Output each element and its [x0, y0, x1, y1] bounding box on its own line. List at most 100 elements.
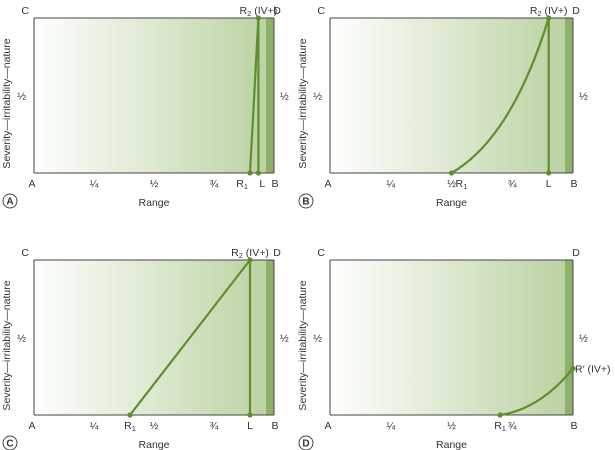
l-label: L — [259, 178, 265, 190]
x-tick-label: A — [28, 420, 35, 432]
limit-strip — [565, 260, 573, 415]
corner-label-c: C — [21, 5, 29, 17]
r2-point — [247, 257, 253, 263]
panel-badge-letter: A — [6, 197, 13, 208]
resistance-curve — [499, 367, 574, 417]
y-half-left: ½ — [17, 333, 26, 345]
r1-label-subscript: 1 — [463, 182, 467, 191]
l-label-main: L — [247, 420, 253, 432]
r1-label-main: R — [124, 420, 132, 432]
y-half-left: ½ — [17, 91, 26, 103]
corner-label-d: D — [572, 247, 580, 259]
panel-a: C D ½ ½ A ¼ ½ ¾ B Range Severity—irritability—natu… — [1, 5, 289, 209]
x-tick-label: A — [324, 178, 331, 190]
panel-badge-letter: B — [302, 197, 309, 208]
y-axis-title: Severity—irritability—nature — [1, 38, 13, 168]
y-half-left: ½ — [313, 91, 322, 103]
l-label-main: L — [546, 178, 552, 190]
x-tick-label: ¼ — [386, 420, 395, 432]
corner-label-d: D — [572, 5, 580, 17]
y-axis-title: Severity—irritability—nature — [297, 280, 309, 410]
x-axis-title: Range — [139, 439, 170, 450]
l-label: L — [247, 420, 253, 432]
panel-d: C D ½ ½ A ¼ ½ ¾ B Range Severity—irritability—natu… — [297, 247, 611, 450]
x-tick-label: ¼ — [386, 178, 395, 190]
y-axis-title: Severity—irritability—nature — [1, 280, 13, 410]
r1-label-main: R — [236, 178, 244, 190]
r2-label-suffix: (IV+) — [251, 5, 277, 17]
x-tick-label: B — [570, 178, 577, 190]
limit-strip — [266, 18, 274, 173]
x-tick-label: ¾ — [210, 178, 219, 190]
panel-c: C D ½ ½ A ¼ ½ ¾ B Range Severity—irritability—natu… — [1, 247, 289, 450]
plot-area — [330, 18, 573, 173]
x-tick-label: ¼ — [90, 178, 99, 190]
r1-point — [127, 412, 133, 418]
panel-b: C D ½ ½ A ¼ ½ ¾ B Range Severity—irritability—natu… — [297, 5, 588, 209]
r2-label: R2 (IV+) — [231, 247, 269, 260]
r2-label-main: R — [240, 5, 248, 17]
x-tick-label: ¼ — [90, 420, 99, 432]
y-axis-title: Severity—irritability—nature — [297, 38, 309, 168]
r2-label-main: R — [530, 5, 538, 17]
r1-label: R1 — [494, 420, 506, 433]
y-half-right: ½ — [280, 91, 289, 103]
plot-area — [34, 260, 274, 415]
r2-label-subscript: 2 — [239, 251, 243, 260]
r1-label-subscript: 1 — [244, 182, 248, 191]
r1-label: R1 — [124, 420, 136, 433]
x-tick-label: B — [271, 420, 278, 432]
r2-label-subscript: 2 — [247, 9, 251, 18]
y-half-right: ½ — [579, 333, 588, 345]
y-half-left: ½ — [313, 333, 322, 345]
x-tick-label: B — [570, 420, 577, 432]
x-tick-label: A — [28, 178, 35, 190]
x-tick-label: A — [324, 420, 331, 432]
y-half-right: ½ — [280, 333, 289, 345]
limit-strip — [565, 18, 573, 173]
r2-label-main: R — [231, 247, 239, 259]
r2-point — [255, 15, 261, 21]
corner-label-d: D — [273, 5, 281, 17]
r1-label-subscript: 1 — [502, 424, 506, 433]
r-prime-point — [570, 365, 576, 372]
plot-area — [330, 260, 573, 415]
x-tick-label: B — [271, 178, 278, 190]
x-tick-label: ¾ — [210, 420, 219, 432]
l-point — [255, 170, 261, 176]
r2-point — [546, 15, 552, 21]
r-prime-label-main: R — [575, 364, 583, 376]
r1-label: R1 — [236, 178, 248, 191]
x-axis-title: Range — [139, 197, 170, 209]
r1-label-main: R — [456, 178, 464, 190]
panel-badge — [2, 193, 18, 209]
r1-point — [448, 170, 455, 176]
corner-label-c: C — [21, 247, 29, 259]
r-prime-label: R′ (IV+) — [575, 364, 611, 376]
r2-label-suffix: (IV+) — [542, 5, 568, 17]
r1-point — [247, 170, 253, 176]
corner-label-c: C — [317, 247, 325, 259]
resistance-curve — [128, 258, 252, 417]
r2-label: R2 (IV+) — [240, 5, 278, 18]
l-label-main: L — [259, 178, 265, 190]
x-axis-title: Range — [436, 439, 467, 450]
r1-label-subscript: 1 — [132, 424, 136, 433]
r2-label: R2 (IV+) — [530, 5, 568, 18]
panel-badge-letter: D — [302, 439, 309, 450]
r1-label: R1 — [456, 178, 468, 191]
r2-label-subscript: 2 — [537, 9, 541, 18]
r2-label-suffix: (IV+) — [243, 247, 269, 259]
x-tick-label: ¾ — [508, 420, 517, 432]
x-tick-label: ½ — [150, 178, 159, 190]
x-tick-label: ½ — [447, 178, 456, 190]
limit-strip — [266, 260, 274, 415]
panel-badge — [298, 193, 314, 209]
l-point — [546, 170, 552, 176]
l-label: L — [546, 178, 552, 190]
x-tick-label: ¾ — [508, 178, 517, 190]
x-tick-label: ½ — [150, 420, 159, 432]
corner-label-c: C — [317, 5, 325, 17]
y-half-right: ½ — [579, 91, 588, 103]
x-tick-label: ½ — [447, 420, 456, 432]
